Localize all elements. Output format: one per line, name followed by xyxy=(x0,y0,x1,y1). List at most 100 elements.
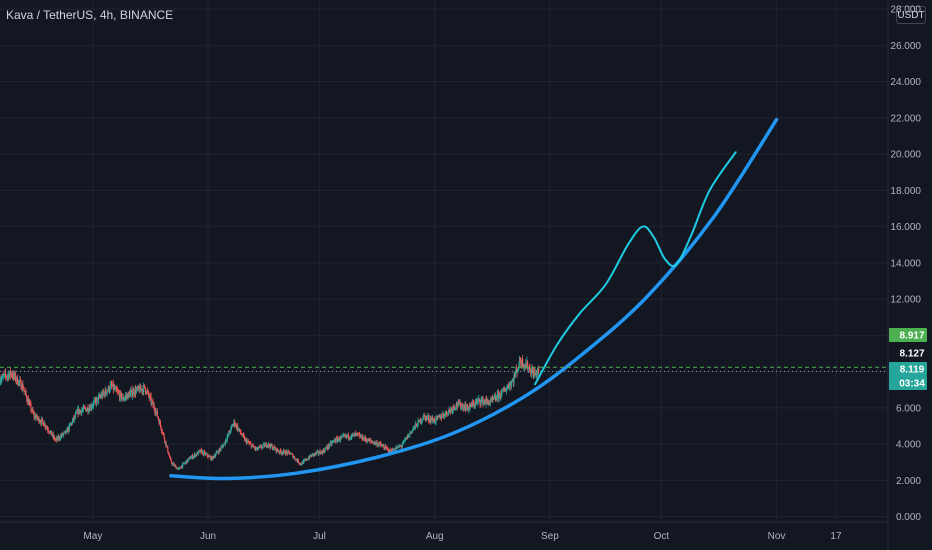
candle-body xyxy=(387,448,389,450)
candle-body xyxy=(436,416,438,418)
candle-body xyxy=(430,418,432,422)
candle-body xyxy=(40,422,42,424)
candle-body xyxy=(299,463,301,464)
candle-body xyxy=(370,441,373,442)
candle-body xyxy=(204,453,207,455)
candle-body xyxy=(273,446,275,449)
candle-body xyxy=(533,371,536,375)
candle-body xyxy=(322,451,324,454)
candle-body xyxy=(177,468,179,470)
candle-body xyxy=(129,393,131,397)
candle-body xyxy=(140,388,142,390)
candle-body xyxy=(61,433,64,436)
candle-body xyxy=(413,427,415,430)
candle-body xyxy=(468,406,470,409)
candle-body xyxy=(21,388,23,390)
candle-body xyxy=(64,430,66,432)
candle-body xyxy=(235,424,237,426)
candle-body xyxy=(505,389,507,392)
candle-body xyxy=(213,456,215,458)
candle-body xyxy=(300,463,302,465)
candle-body xyxy=(58,436,61,439)
candle-body xyxy=(414,426,416,428)
projection-path[interactable] xyxy=(534,151,737,386)
candle-body xyxy=(174,465,176,466)
candle-body xyxy=(365,439,367,441)
candle-body xyxy=(409,432,412,434)
candle-body xyxy=(532,371,534,377)
candle-body xyxy=(484,402,487,404)
candle-body xyxy=(465,407,467,410)
candle-body xyxy=(382,445,384,447)
candle-body xyxy=(157,416,159,418)
candle-body xyxy=(393,449,396,451)
candle-body xyxy=(486,399,488,401)
candle-body xyxy=(104,389,106,396)
candle-body xyxy=(37,417,39,419)
candle-body xyxy=(512,380,514,382)
candle-body xyxy=(525,363,527,367)
candle-body xyxy=(86,409,88,412)
candle-body xyxy=(146,390,148,392)
candle-body xyxy=(518,357,521,367)
candle-body xyxy=(307,459,309,461)
candle-body xyxy=(205,453,207,455)
candle-body xyxy=(224,440,227,444)
candle-body xyxy=(429,418,431,421)
candle-body xyxy=(392,448,394,453)
candle-body xyxy=(377,444,379,446)
candle-body xyxy=(263,443,265,445)
candle-body xyxy=(434,419,436,423)
candle-body xyxy=(284,453,287,455)
candle-body xyxy=(188,457,191,459)
candle-body xyxy=(319,451,321,454)
candle-body xyxy=(380,443,382,446)
candle-body xyxy=(170,460,173,464)
candle-body xyxy=(276,448,279,451)
candle-body xyxy=(209,456,211,458)
candle-body xyxy=(73,417,75,420)
candle-body xyxy=(421,419,423,421)
candle-body xyxy=(154,411,157,414)
candle-body xyxy=(502,388,505,391)
candle-body xyxy=(320,451,322,455)
candle-body xyxy=(339,439,341,441)
candle-body xyxy=(283,450,285,453)
candle-body xyxy=(182,463,184,468)
candle-body xyxy=(398,445,401,448)
candle-body xyxy=(32,409,34,413)
candle-body xyxy=(440,416,443,419)
candle-body xyxy=(47,428,49,431)
candle-body xyxy=(400,445,402,447)
candle-body xyxy=(346,435,348,437)
candle-body xyxy=(113,387,116,390)
candle-body xyxy=(352,433,355,435)
candle-body xyxy=(280,451,282,454)
candle-body xyxy=(467,407,469,411)
candle-body xyxy=(370,440,372,442)
candle-body xyxy=(81,410,83,414)
candle-body xyxy=(484,401,486,403)
candle-body xyxy=(43,425,45,427)
candle-body xyxy=(342,435,344,437)
candle-body xyxy=(303,460,305,462)
candle-body xyxy=(411,429,414,433)
candle-body xyxy=(292,454,294,458)
candle-body xyxy=(58,436,60,440)
trend-curve[interactable] xyxy=(169,117,779,481)
candle-body xyxy=(393,449,395,451)
candle-body xyxy=(494,395,496,400)
candle-body xyxy=(325,446,327,449)
candle-body xyxy=(487,402,490,405)
candle-body xyxy=(110,383,112,386)
currency-button[interactable]: USDT xyxy=(896,6,926,24)
candle-body xyxy=(204,452,206,455)
candle-body xyxy=(113,387,115,390)
candle-body xyxy=(169,455,171,458)
candle-body xyxy=(174,465,176,466)
candle-body xyxy=(392,448,394,451)
candle-body xyxy=(285,451,287,455)
candle-body xyxy=(183,463,185,465)
candle-body xyxy=(74,416,76,418)
